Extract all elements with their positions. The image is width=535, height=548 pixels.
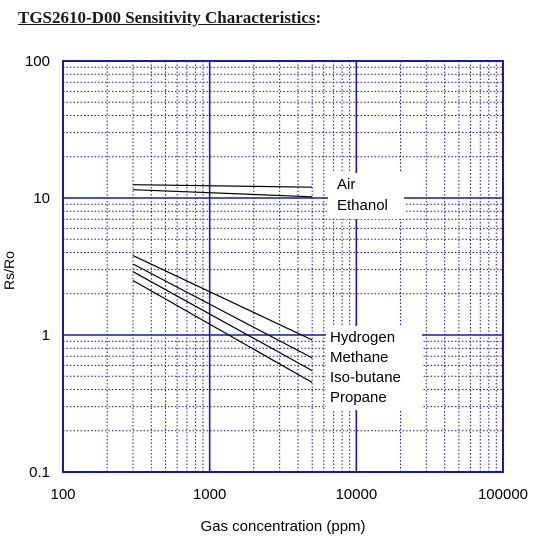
series-line-air [132,184,313,188]
chart-title-text: TGS2610-D00 Sensitivity Characteristics [18,8,316,27]
y-tick-label: 1 [42,327,50,344]
series-line-ethanol [132,189,313,198]
y-tick-label: 0.1 [29,464,50,481]
x-tick-label: 100 [50,486,75,503]
series-label-background [326,326,422,410]
series-line-methane [132,263,313,359]
x-tick-label: 100000 [478,486,528,503]
x-axis-label: Gas concentration (ppm) [200,518,365,535]
series-line-iso-butane [132,271,313,372]
chart-title: TGS2610-D00 Sensitivity Characteristics: [18,8,321,28]
y-tick-label: 10 [33,190,50,207]
series-label: Iso-butane [330,369,401,386]
series-label: Air [337,176,355,193]
label-layer: Gas concentration (ppm) Rs/Ro Air Ethanol Hy… [1,173,422,535]
series-label-background [328,173,404,219]
x-tick-label: 1000 [193,486,226,503]
chart-title-colon: : [315,8,322,27]
tick-layer: 100 1000 10000 100000 100 10 1 0.1 [25,53,528,503]
grid-layer [62,60,504,473]
y-axis-label: Rs/Ro [1,251,17,290]
x-tick-label: 10000 [335,486,377,503]
plot-area [63,61,503,472]
series-label: Methane [330,349,388,366]
series-label: Hydrogen [330,329,395,346]
series-line-hydrogen [132,255,313,341]
series-label: Propane [330,389,387,406]
series-layer [132,184,313,384]
series-line-propane [132,279,313,384]
plot-frame [62,60,504,473]
y-tick-label: 100 [25,53,50,70]
series-label: Ethanol [337,197,388,214]
